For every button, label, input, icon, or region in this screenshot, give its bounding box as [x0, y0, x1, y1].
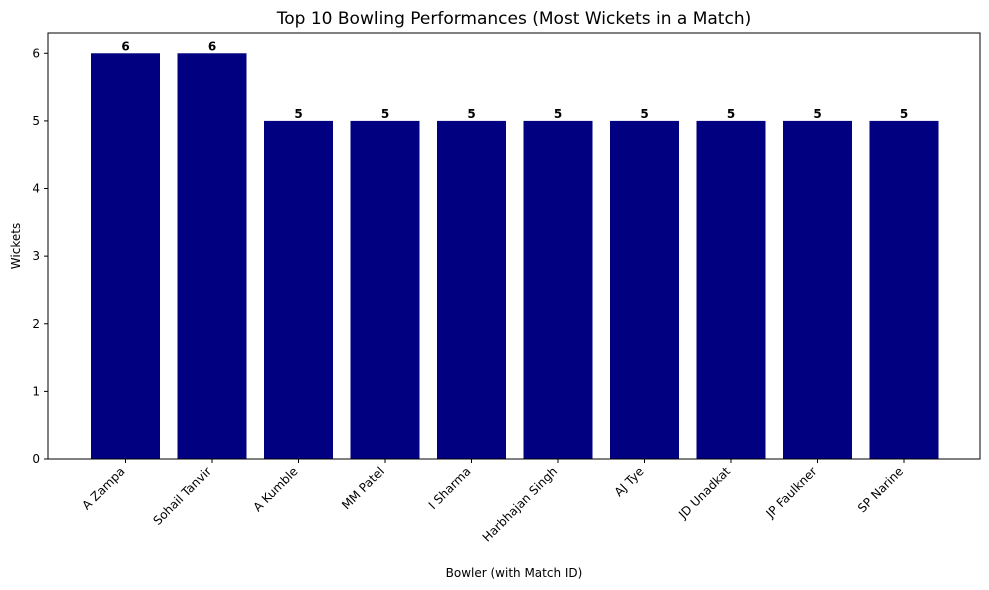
x-tick-label: JD Unadkat — [675, 464, 733, 522]
bar-data-label: 6 — [208, 39, 216, 53]
x-tick-label: A Kumble — [250, 464, 300, 514]
bar — [610, 120, 679, 460]
bar — [783, 120, 852, 460]
y-axis-label: Wickets — [9, 223, 23, 269]
bar — [177, 53, 247, 460]
bar-data-label: 5 — [640, 107, 648, 121]
y-tick-label: 5 — [32, 114, 40, 128]
y-tick-label: 1 — [32, 384, 40, 398]
bar-data-label: 5 — [467, 107, 475, 121]
bar-data-label: 5 — [727, 107, 735, 121]
bar — [696, 120, 766, 460]
x-tick-label: JP Faulkner — [763, 464, 820, 521]
bar-data-label: 6 — [121, 39, 129, 53]
x-tick-label: I Sharma — [426, 464, 474, 512]
x-tick-label: MM Patel — [339, 464, 387, 512]
bar — [523, 120, 593, 460]
bar — [264, 120, 333, 460]
x-axis-label: Bowler (with Match ID) — [446, 566, 583, 580]
y-tick-label: 0 — [32, 452, 40, 466]
bar — [869, 120, 939, 460]
x-tick-label: Harbhajan Singh — [480, 464, 560, 544]
plot-area: 6 6 5 5 5 5 5 5 5 5 0 1 2 3 4 5 6 A Zampa Sohail Tanvir A K… — [32, 32, 981, 545]
axes-frame — [47, 32, 981, 460]
y-tick-label: 4 — [32, 182, 40, 196]
bar — [437, 120, 506, 460]
y-tick-label: 6 — [32, 46, 40, 60]
bar-data-label: 5 — [294, 107, 302, 121]
chart-title: Top 10 Bowling Performances (Most Wicket… — [276, 9, 751, 29]
bar — [350, 120, 420, 460]
x-tick-label: A Zampa — [79, 464, 127, 512]
y-tick-label: 3 — [32, 249, 40, 263]
y-tick-label: 2 — [32, 317, 40, 331]
bar-data-label: 5 — [554, 107, 562, 121]
bar — [91, 53, 160, 460]
bar-data-label: 5 — [900, 107, 908, 121]
bar-data-label: 5 — [813, 107, 821, 121]
x-tick-label: AJ Tye — [612, 464, 647, 499]
x-tick-label: SP Narine — [855, 464, 906, 515]
x-tick-label: Sohail Tanvir — [150, 464, 214, 528]
bar-data-label: 5 — [381, 107, 389, 121]
